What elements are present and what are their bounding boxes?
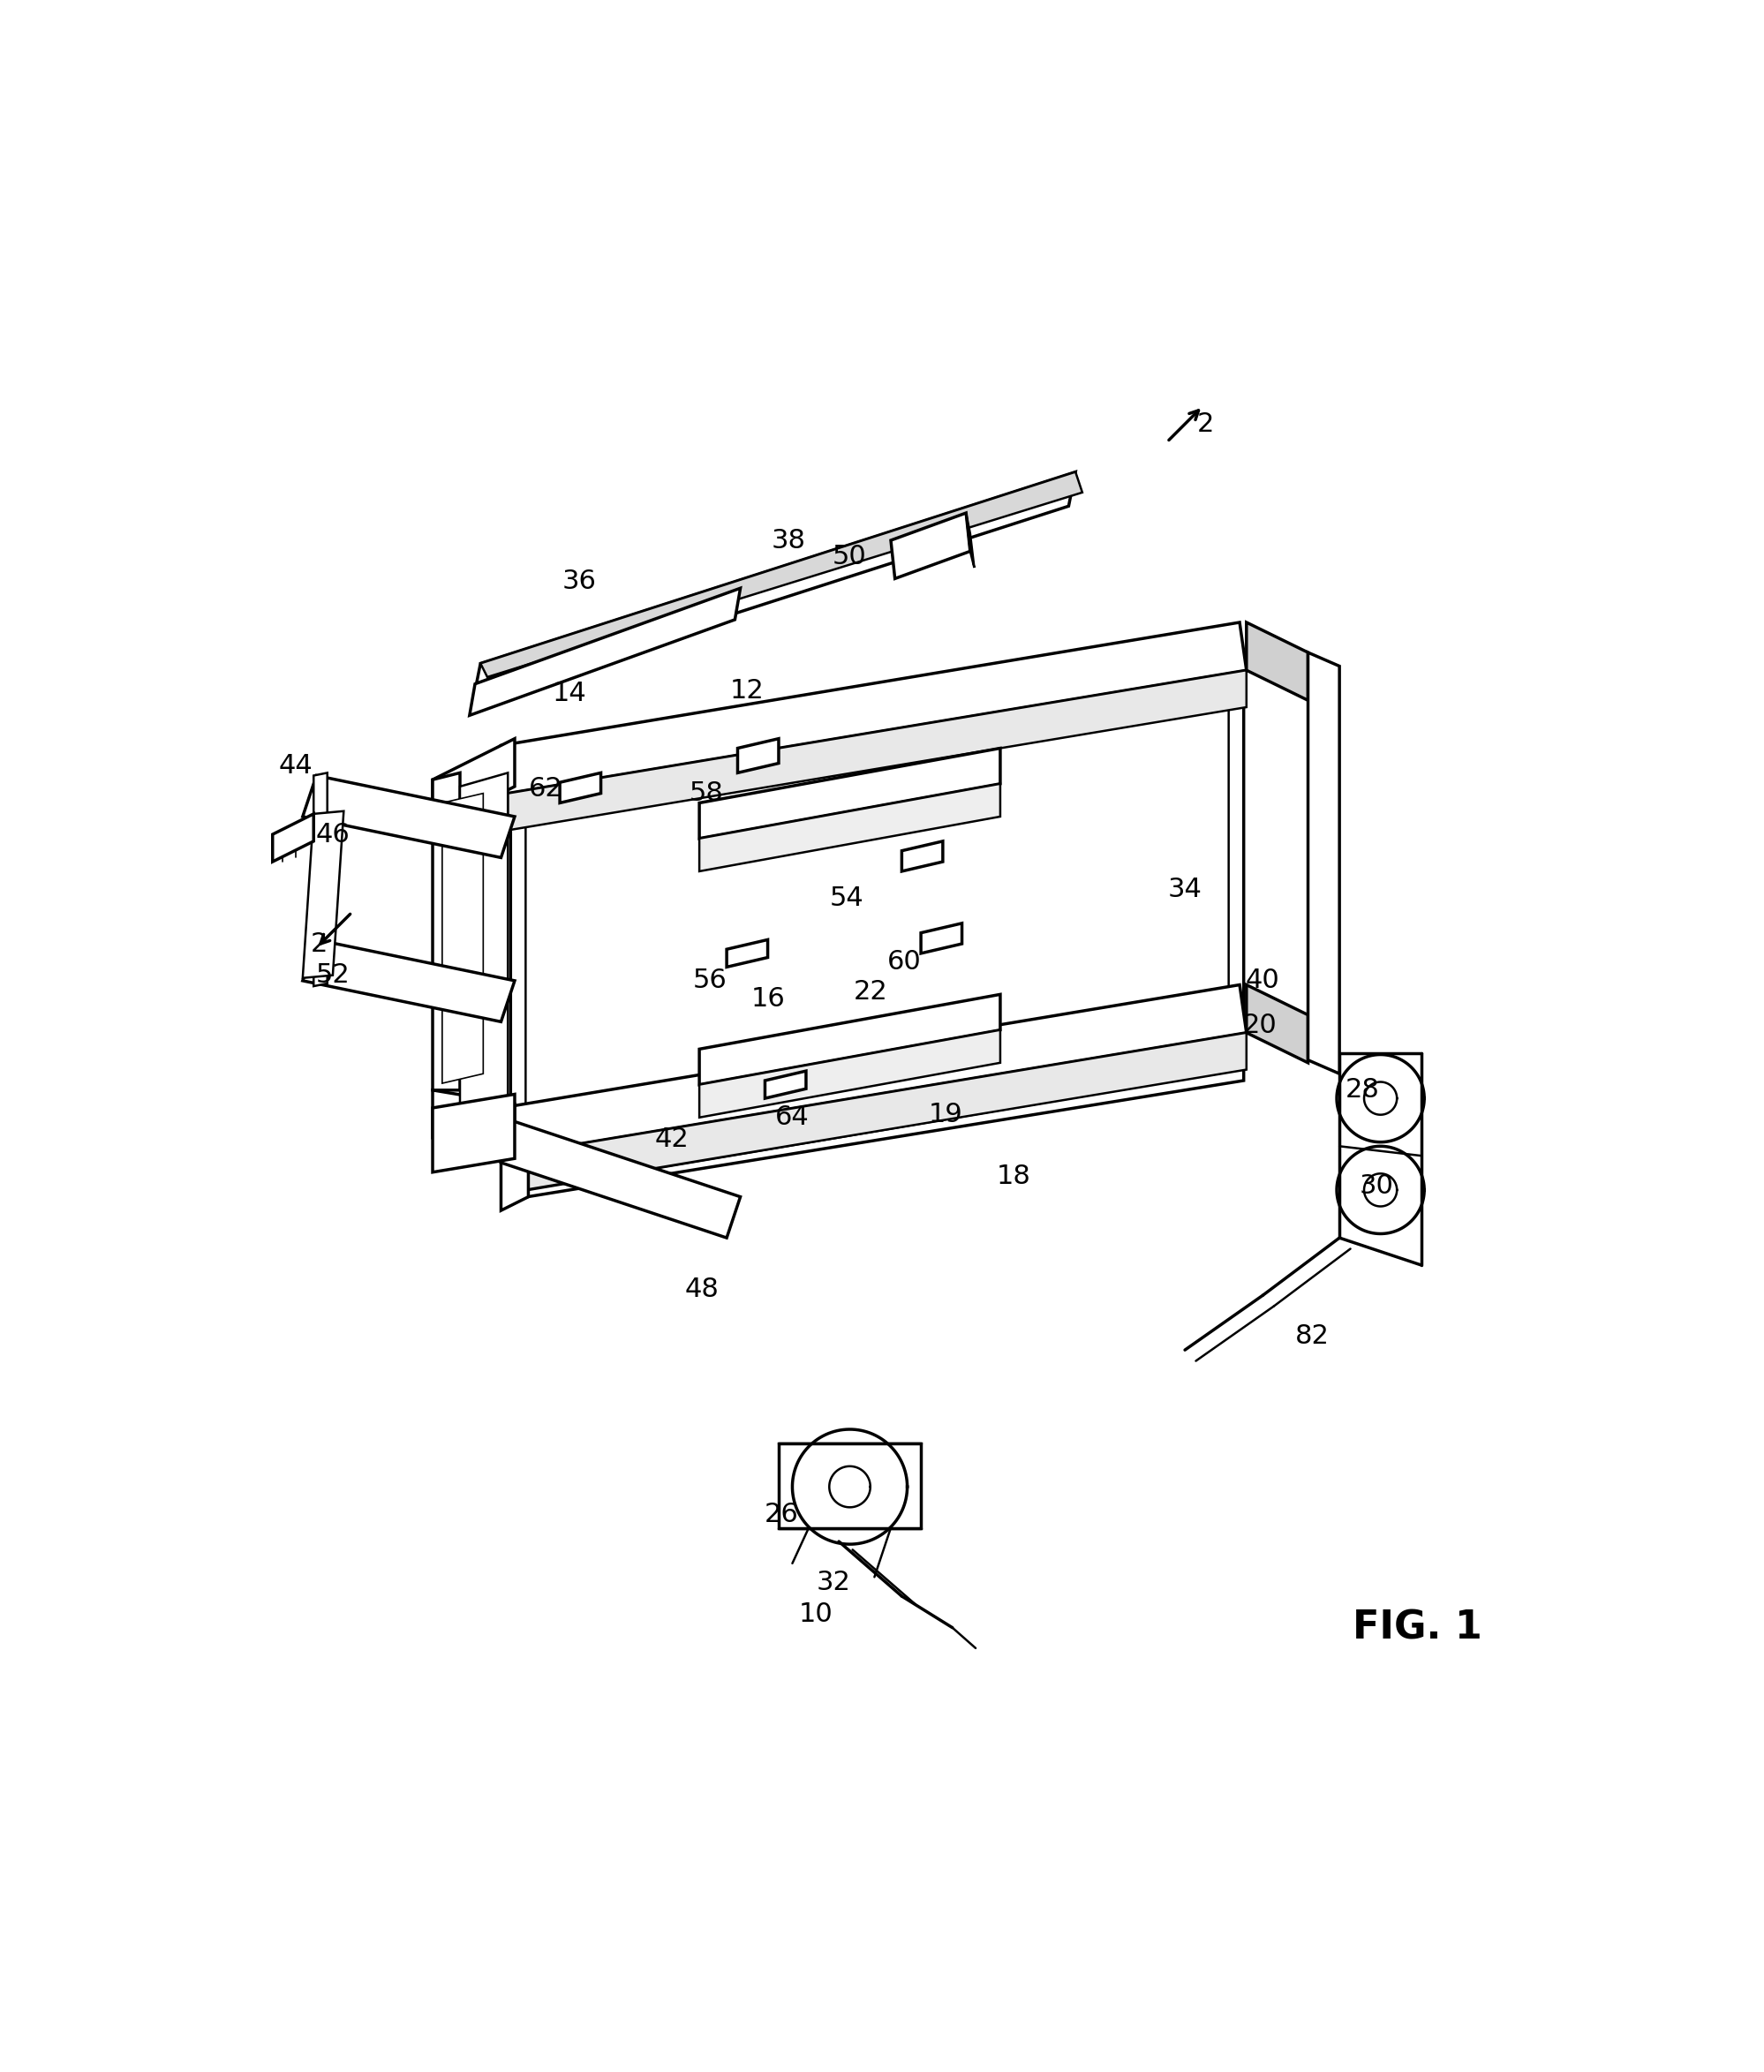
Polygon shape: [501, 1140, 527, 1210]
Text: 20: 20: [1242, 1013, 1277, 1038]
Polygon shape: [432, 773, 460, 1090]
Polygon shape: [272, 814, 314, 862]
Polygon shape: [764, 1071, 806, 1098]
Text: 52: 52: [316, 961, 349, 988]
Text: 28: 28: [1344, 1077, 1379, 1102]
Polygon shape: [303, 775, 515, 858]
Text: 14: 14: [552, 682, 586, 707]
Text: 36: 36: [561, 568, 596, 595]
Polygon shape: [469, 588, 741, 715]
Polygon shape: [1307, 653, 1339, 1073]
Polygon shape: [473, 472, 1074, 698]
Polygon shape: [501, 984, 1245, 1156]
Text: 48: 48: [684, 1276, 720, 1303]
Text: 16: 16: [750, 986, 785, 1011]
Text: 19: 19: [928, 1102, 961, 1127]
Text: 56: 56: [693, 968, 727, 992]
Text: 44: 44: [279, 754, 312, 779]
Polygon shape: [510, 653, 1244, 1200]
Text: 12: 12: [730, 678, 764, 704]
Polygon shape: [699, 1030, 1000, 1117]
Text: 26: 26: [764, 1502, 797, 1527]
Polygon shape: [443, 794, 483, 1084]
Polygon shape: [303, 810, 344, 978]
Text: 30: 30: [1358, 1173, 1394, 1200]
Text: 22: 22: [852, 978, 887, 1005]
Text: 40: 40: [1245, 968, 1279, 992]
Polygon shape: [314, 773, 326, 986]
Text: 34: 34: [1168, 876, 1201, 901]
Polygon shape: [921, 924, 961, 953]
Text: 10: 10: [797, 1602, 833, 1627]
Polygon shape: [501, 622, 1245, 794]
Polygon shape: [432, 738, 515, 827]
Polygon shape: [699, 995, 1000, 1084]
Text: 58: 58: [688, 781, 723, 806]
Polygon shape: [1245, 984, 1307, 1063]
Text: FIG. 1: FIG. 1: [1351, 1608, 1482, 1647]
Polygon shape: [501, 1121, 741, 1237]
Text: 2: 2: [310, 930, 328, 957]
Text: 54: 54: [829, 887, 864, 912]
Text: 82: 82: [1295, 1324, 1328, 1349]
Text: 64: 64: [774, 1104, 810, 1131]
Polygon shape: [699, 748, 1000, 839]
Polygon shape: [559, 773, 600, 804]
Polygon shape: [1245, 622, 1307, 700]
Text: 18: 18: [997, 1164, 1030, 1189]
Text: 42: 42: [654, 1127, 688, 1152]
Text: 62: 62: [529, 777, 563, 802]
Text: 60: 60: [887, 949, 921, 974]
Polygon shape: [901, 841, 942, 872]
Polygon shape: [508, 1032, 1245, 1193]
Text: 50: 50: [833, 545, 866, 570]
Text: 32: 32: [815, 1571, 850, 1595]
Polygon shape: [303, 941, 515, 1021]
Polygon shape: [727, 941, 767, 968]
Polygon shape: [432, 1094, 515, 1173]
Polygon shape: [778, 1442, 921, 1527]
Polygon shape: [480, 472, 1081, 678]
Polygon shape: [965, 514, 974, 568]
Polygon shape: [737, 738, 778, 773]
Polygon shape: [460, 773, 508, 1117]
Polygon shape: [508, 669, 1245, 831]
Text: 46: 46: [316, 823, 349, 847]
Text: 2: 2: [1196, 410, 1214, 437]
Text: 38: 38: [771, 528, 804, 553]
Polygon shape: [432, 1090, 515, 1152]
Polygon shape: [699, 783, 1000, 872]
Polygon shape: [891, 514, 970, 578]
